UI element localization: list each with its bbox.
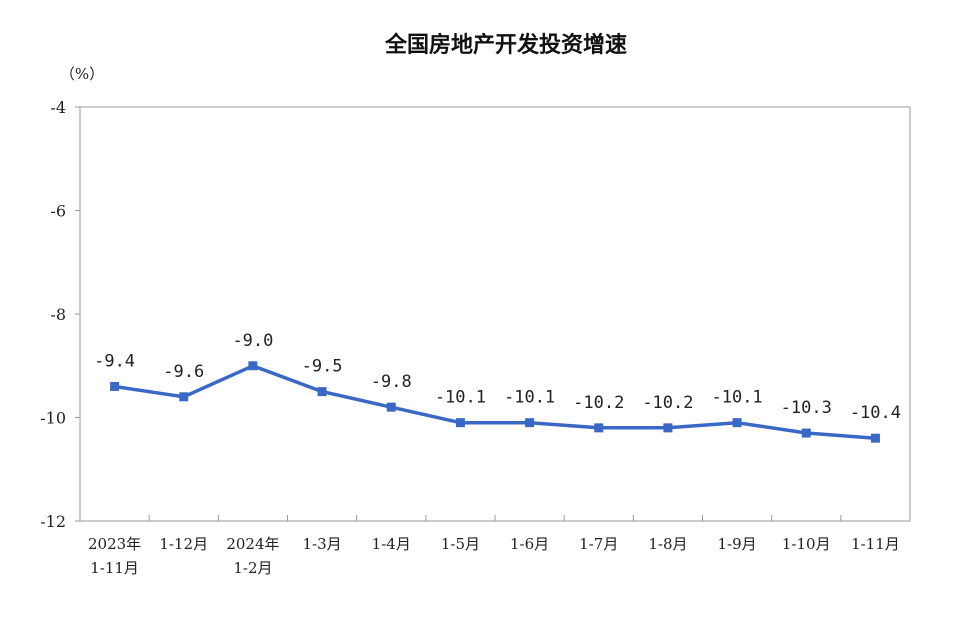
x-tick-label-line: 1-6月 [510,535,549,553]
x-tick-label: 1-11月 [851,535,900,553]
x-tick-label-line: 1-11月 [851,535,900,553]
data-point-marker [525,418,535,428]
series-markers [110,361,880,443]
data-label: -9.4 [94,351,135,371]
data-point-marker [801,428,811,438]
x-tick-label: 2024年 1-2月 [226,535,279,577]
y-tick-label: -8 [50,305,66,324]
data-label: -10.1 [711,388,762,408]
chart-title: 全国房地产开发投资增速 [384,32,627,58]
x-tick-label: 2023年 1-11月 [88,535,141,577]
y-tick-label: -6 [50,202,66,221]
y-axis-unit-label: （%） [60,65,104,83]
data-point-marker [870,433,880,443]
data-label: -10.1 [504,388,555,408]
x-tick-label-line: 1-4月 [372,535,411,553]
x-axis: 2023年 1-11月 1-12月 2024年 1-2月 1-3月 1-4月 1-5月 1-6月… [88,515,900,577]
data-label: -10.4 [850,403,901,423]
x-tick-label-line: 2023年 [88,535,141,553]
x-tick-label: 1-8月 [648,535,687,553]
data-point-marker [179,392,189,402]
x-tick-label-line: 1-5月 [441,535,480,553]
x-tick-label: 1-12月 [159,535,208,553]
y-tick-label: -4 [50,98,66,117]
x-tick-label: 1-10月 [782,535,831,553]
y-tick-label: -12 [40,512,66,531]
plot-frame [79,106,911,522]
x-tick-label-line: 1-8月 [648,535,687,553]
x-tick-label-line: 1-12月 [159,535,208,553]
data-label: -9.0 [232,331,273,351]
x-tick-label: 1-5月 [441,535,480,553]
x-tick-label-line: 1-3月 [303,535,342,553]
data-label: -10.2 [573,393,624,413]
data-point-marker [732,418,742,428]
x-tick-label: 1-4月 [372,535,411,553]
x-tick-label-line: 2024年 [226,535,279,553]
data-point-marker [317,387,327,397]
data-labels: -9.4 -9.6 -9.0 -9.5 -9.8 -10.1 -10.1 -10.2 -10.2… [94,331,901,423]
data-point-marker [110,381,120,391]
series-line [112,364,878,440]
x-tick-label-line: 1-7月 [579,535,618,553]
data-point-marker [663,423,673,433]
x-tick-label-line: 1-10月 [782,535,831,553]
data-label: -9.5 [302,357,343,377]
x-tick-label-line: 1-2月 [233,559,272,577]
x-tick-label: 1-9月 [718,535,757,553]
data-label: -10.2 [642,393,693,413]
data-label: -9.6 [163,362,204,382]
x-tick-label-line: 1-9月 [718,535,757,553]
data-label: -10.1 [435,388,486,408]
data-point-marker [455,418,465,428]
data-point-marker [594,423,604,433]
x-tick-label: 1-7月 [579,535,618,553]
data-point-marker [386,402,396,412]
x-tick-label-line: 1-11月 [90,559,139,577]
x-tick-label: 1-6月 [510,535,549,553]
x-tick-label: 1-3月 [303,535,342,553]
data-point-marker [248,361,258,371]
data-label: -10.3 [781,398,832,418]
y-axis: -4 -6 -8 -10 -12 [40,98,80,531]
y-tick-label: -10 [40,409,66,428]
data-label: -9.8 [371,372,412,392]
